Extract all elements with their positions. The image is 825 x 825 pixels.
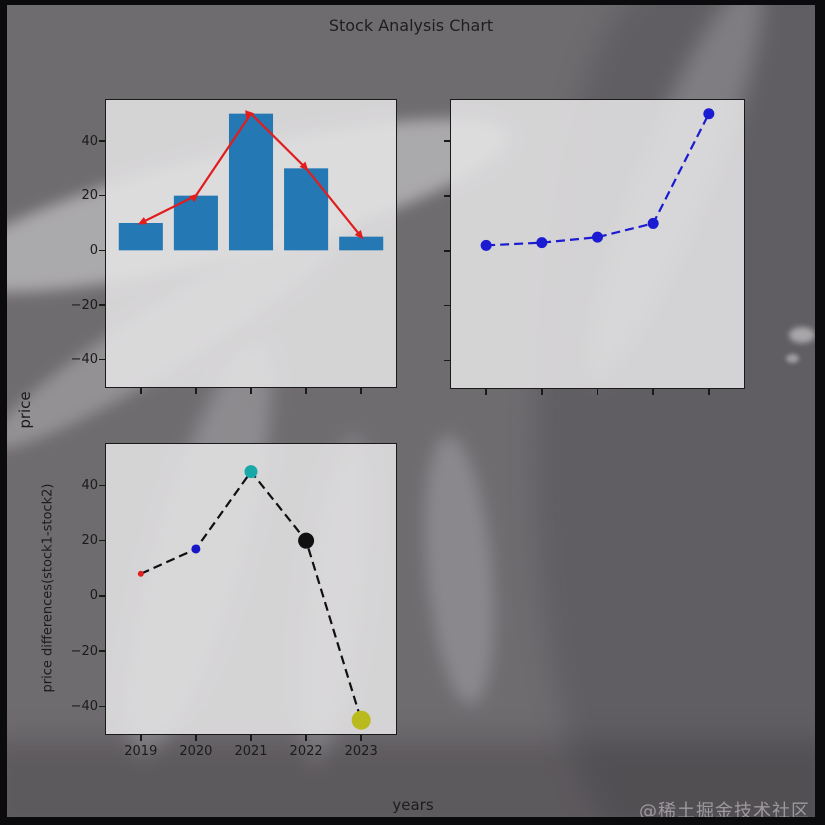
y-tick-label: 0 <box>89 588 98 604</box>
data-point-2023 <box>703 108 715 120</box>
x-tick <box>140 734 142 741</box>
x-tick <box>305 387 307 394</box>
y-tick-label: −40 <box>70 698 98 714</box>
figure: Stock Analysis Chart price years price d… <box>7 5 815 817</box>
x-tick <box>305 734 307 741</box>
y-tick <box>444 304 451 307</box>
x-tick-label: 2021 <box>234 744 268 759</box>
data-point-2022 <box>298 532 315 549</box>
x-tick <box>596 388 599 395</box>
data-point-2023 <box>351 710 371 730</box>
x-tick <box>708 388 710 395</box>
y-tick-label: 20 <box>81 188 98 204</box>
x-tick <box>195 734 197 741</box>
line-stock1-trend <box>137 110 364 240</box>
y-tick <box>99 705 106 708</box>
figure-ylabel: price <box>16 391 34 429</box>
plot-area <box>118 110 384 251</box>
plot-area <box>480 108 715 251</box>
axes-price-difference-chart: 40 20 0 −20 −40 2019 2020 2021 2022 2023 <box>71 443 397 759</box>
data-point-2020 <box>536 237 548 249</box>
x-tick <box>140 387 142 394</box>
y-tick <box>444 359 451 362</box>
y-tick <box>99 358 106 361</box>
axes3-ylabel: price differences(stock1-stock2) <box>40 483 56 693</box>
y-tick <box>99 484 106 487</box>
y-tick <box>444 250 451 252</box>
x-tick <box>541 388 543 395</box>
y-tick-label: 40 <box>81 477 98 493</box>
x-tick <box>250 387 252 394</box>
bar-2023 <box>339 236 384 251</box>
data-point-2019 <box>480 239 492 251</box>
bar-2022 <box>284 168 329 251</box>
bar-2021 <box>228 113 274 251</box>
figure-xlabel: years <box>392 796 434 814</box>
y-tick <box>99 595 106 597</box>
x-tick <box>652 388 654 395</box>
background-art-eye <box>786 354 799 363</box>
axes-stock2-line-chart <box>444 99 745 395</box>
figure-title: Stock Analysis Chart <box>328 16 494 35</box>
x-tick <box>250 734 252 741</box>
y-tick <box>444 140 451 142</box>
data-point-2019 <box>137 570 144 577</box>
y-tick <box>99 539 106 542</box>
x-tick <box>195 387 197 394</box>
y-tick-label: 0 <box>89 242 98 258</box>
x-tick-label: 2022 <box>289 744 323 759</box>
y-tick <box>99 249 106 252</box>
line-stock1-minus-stock2 <box>140 469 363 721</box>
x-tick <box>360 734 362 741</box>
y-tick <box>99 140 106 142</box>
y-tick-label: −20 <box>70 297 98 313</box>
x-tick-label: 2019 <box>124 744 158 759</box>
y-tick <box>99 194 106 197</box>
y-tick-label: −20 <box>70 643 98 659</box>
y-tick-label: −40 <box>70 352 98 368</box>
watermark: @稀土掘金技术社区 <box>639 801 810 817</box>
data-point-2020 <box>191 544 201 554</box>
line-stock2 <box>486 113 710 247</box>
axes-stock1-bar-chart: 40 20 0 −20 −40 <box>71 99 397 394</box>
y-tick <box>99 304 106 306</box>
plot-area <box>137 465 371 730</box>
data-point-2022 <box>647 217 659 229</box>
y-tick-label: 20 <box>81 533 98 549</box>
x-tick <box>360 387 362 394</box>
background-art-streak <box>415 432 504 708</box>
x-tick-label: 2020 <box>179 744 213 759</box>
data-point-2021 <box>592 231 603 243</box>
x-tick-label: 2023 <box>344 744 378 759</box>
y-tick <box>444 195 451 197</box>
y-tick <box>99 650 106 652</box>
y-tick-label: 40 <box>81 133 98 149</box>
x-tick <box>485 388 487 395</box>
data-point-2021 <box>244 465 258 479</box>
bar-2019 <box>118 223 163 251</box>
background-art-eye <box>789 327 815 343</box>
